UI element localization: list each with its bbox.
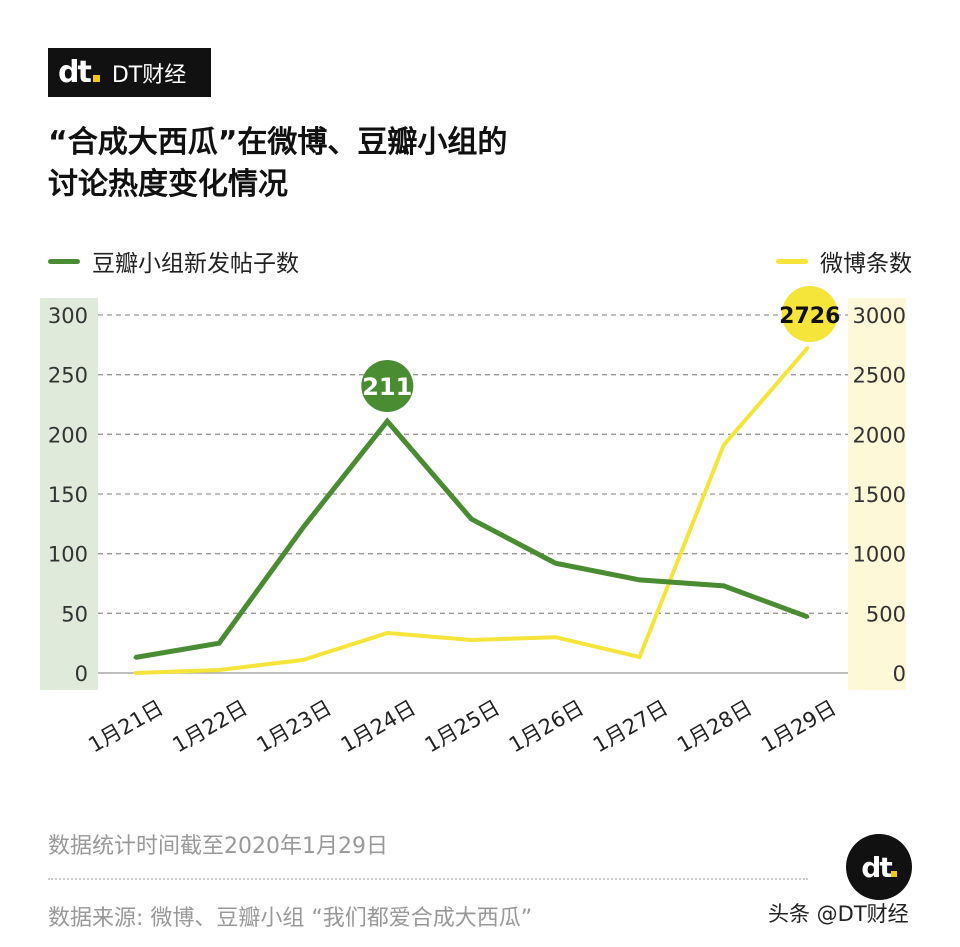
data-point [469,517,473,521]
data-point [301,525,305,529]
left-tick-label: 200 [48,423,88,447]
left-tick-label: 100 [48,543,88,567]
right-tick-label: 1500 [853,483,906,507]
legend-douban: 豆瓣小组新发帖子数 [48,244,299,278]
legend-swatch-yellow [776,258,808,264]
left-axis-band [40,298,98,690]
x-tick-label: 1月28日 [673,696,756,758]
left-tick-label: 50 [61,602,88,626]
legend-weibo: 微博条数 [776,244,912,278]
callout-label-weibo: 2726 [779,304,840,329]
line-chart: 0501001502002503000500100015002000250030… [40,286,906,758]
legend-label: 微博条数 [820,251,912,277]
callout-bubble-weibo [781,286,838,342]
data-source: 数据来源: 微博、豆瓣小组 “我们都爱合成大西瓜” [48,906,533,931]
data-point [806,346,810,350]
data-point [469,638,473,642]
data-point [133,655,137,659]
right-tick-label: 0 [893,662,906,686]
x-tick-label: 1月24日 [337,696,420,758]
dt-round-logo: dt [846,834,912,900]
right-tick-label: 1000 [853,543,906,567]
callout-label-douban: 211 [362,373,412,401]
data-point [638,578,642,582]
legend-swatch-green [48,258,80,264]
title-line-1: “合成大西瓜”在微博、豆瓣小组的 [48,125,508,160]
data-point [217,668,221,672]
data-point [722,584,726,588]
title-line-2: 讨论热度变化情况 [48,167,288,202]
left-tick-label: 0 [75,662,88,686]
right-tick-label: 2500 [853,364,906,388]
data-point [301,658,305,662]
series-line-douban [134,417,809,660]
brand-logo: dt DT财经 [48,48,211,97]
x-tick-label: 1月21日 [84,696,167,758]
data-point [554,635,557,639]
credit: 头条 @DT财经 [768,902,909,926]
legend-label: 豆瓣小组新发帖子数 [92,251,299,277]
data-point [385,631,389,635]
left-tick-label: 300 [48,304,88,328]
data-point [217,641,221,645]
right-axis-band [848,298,906,690]
x-tick-label: 1月25日 [421,696,504,758]
x-tick-label: 1月23日 [253,696,336,758]
dt-logo-mark: dt [58,55,100,90]
x-tick-label: 1月22日 [169,696,252,758]
data-point [133,671,137,675]
data-point [385,419,389,423]
right-tick-label: 500 [866,602,906,626]
data-point [554,561,557,565]
left-tick-label: 250 [48,364,88,388]
x-tick-label: 1月29日 [757,696,840,758]
data-point [722,443,726,447]
left-tick-label: 150 [48,483,88,507]
x-tick-label: 1月26日 [505,696,588,758]
callout-bubble-douban [361,360,414,412]
right-tick-label: 2000 [853,423,906,447]
chart-title: “合成大西瓜”在微博、豆瓣小组的 讨论热度变化情况 [48,122,507,206]
divider [48,878,808,880]
data-point [638,655,642,659]
data-note: 数据统计时间截至2020年1月29日 [48,834,388,859]
brand-name: DT财经 [111,62,187,88]
x-tick-label: 1月27日 [589,696,672,758]
right-tick-label: 3000 [853,304,906,328]
data-point [806,615,810,619]
